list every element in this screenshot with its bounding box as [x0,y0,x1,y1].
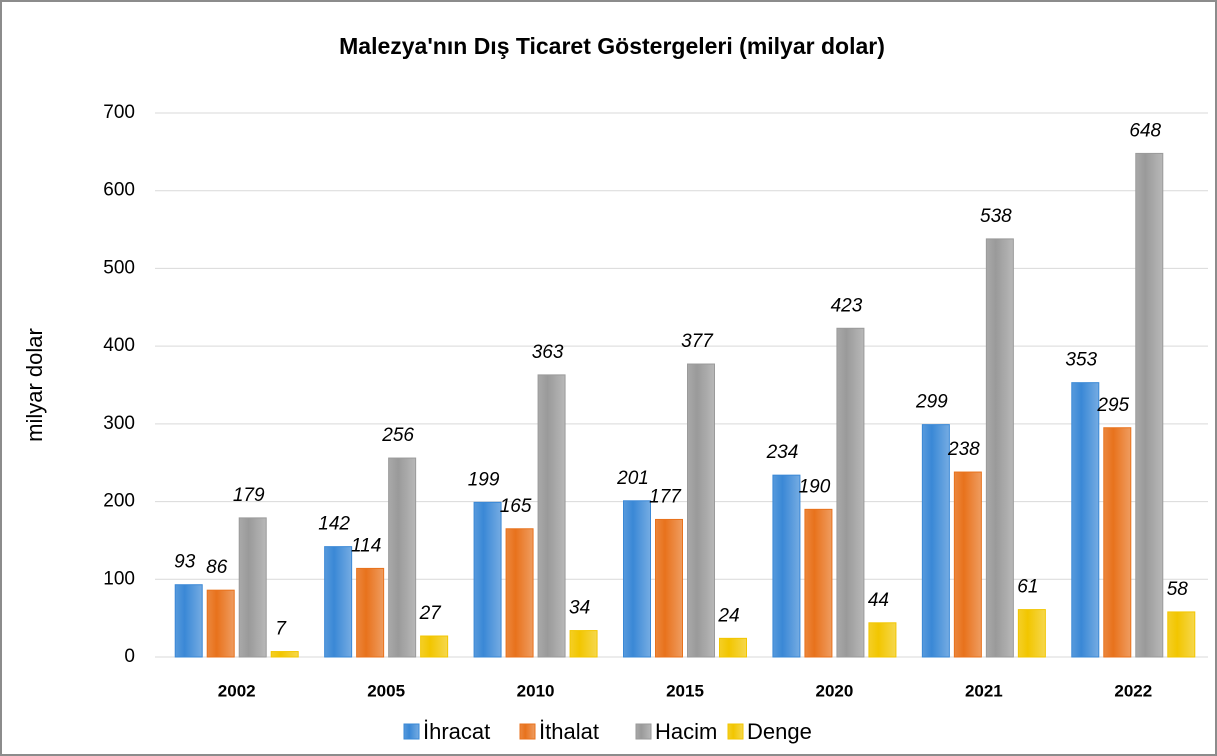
x-tick-label: 2002 [218,681,256,700]
bar [804,508,833,658]
bar [324,546,353,658]
value-label: 179 [233,485,265,506]
value-label: 256 [381,425,414,446]
x-tick-label: 2022 [1114,681,1152,700]
value-label: 165 [500,496,532,517]
value-label: 7 [275,619,287,640]
bar [270,651,299,658]
bar [719,637,747,658]
legend-swatch [635,723,652,740]
y-tick-label: 200 [103,491,135,512]
value-label: 93 [174,552,196,573]
value-label: 61 [1017,577,1038,598]
x-tick-label: 2005 [367,681,405,700]
bar [1103,427,1132,658]
value-label: 299 [915,392,948,413]
bar [174,584,203,658]
value-label: 295 [1096,395,1129,416]
y-axis-label: milyar dolar [22,328,47,442]
legend-label: Hacim [655,719,717,744]
y-tick-label: 0 [124,646,135,667]
bar [420,635,449,658]
legend-label: İthalat [539,719,599,744]
value-label: 201 [616,468,649,489]
bar [985,238,1014,658]
y-tick-label: 600 [103,180,135,201]
bar [473,501,502,658]
x-tick-label: 2020 [816,681,854,700]
value-label: 177 [649,486,682,507]
value-label: 234 [766,442,799,463]
value-label: 648 [1129,120,1161,141]
y-tick-label: 400 [103,335,135,356]
bar [238,517,267,658]
legend-swatch [519,723,536,740]
value-label: 44 [868,590,889,611]
legend-swatch [403,723,420,740]
x-tick-label: 2010 [517,681,555,700]
value-label: 86 [206,557,228,578]
value-label: 363 [532,342,564,363]
bar [655,518,683,658]
y-tick-label: 700 [103,102,135,123]
bar [206,589,235,658]
bar [505,528,534,658]
value-label: 423 [831,295,863,316]
bar [953,471,982,658]
bar [836,327,865,658]
x-tick-label: 2021 [965,681,1003,700]
value-label: 58 [1167,579,1189,600]
bar [537,374,566,658]
bar [623,500,651,658]
bar [868,622,897,658]
legend-label: İhracat [423,719,490,744]
value-label: 538 [980,206,1012,227]
y-tick-label: 100 [103,568,135,589]
y-tick-label: 300 [103,413,135,434]
value-label: 34 [569,598,590,619]
bar [921,424,950,658]
value-label: 114 [351,535,381,556]
bar [356,567,385,658]
bar [1071,382,1100,658]
legend-swatch [727,723,744,740]
value-label: 142 [318,514,350,535]
bar [1135,152,1164,658]
bar [1167,611,1196,658]
value-label: 199 [468,469,500,490]
x-tick-label: 2015 [666,681,704,700]
bar [569,630,598,658]
value-label: 24 [717,605,739,626]
value-label: 27 [419,603,443,624]
y-tick-label: 500 [103,257,135,278]
value-label: 377 [681,331,714,352]
value-label: 353 [1065,350,1097,371]
legend-label: Denge [747,719,812,744]
bar [388,457,417,658]
bar [772,474,801,658]
bar [687,363,715,658]
value-label: 190 [799,476,831,497]
chart-title: Malezya'nın Dış Ticaret Göstergeleri (mi… [339,33,885,59]
bar [1017,609,1046,658]
value-label: 238 [947,439,980,460]
